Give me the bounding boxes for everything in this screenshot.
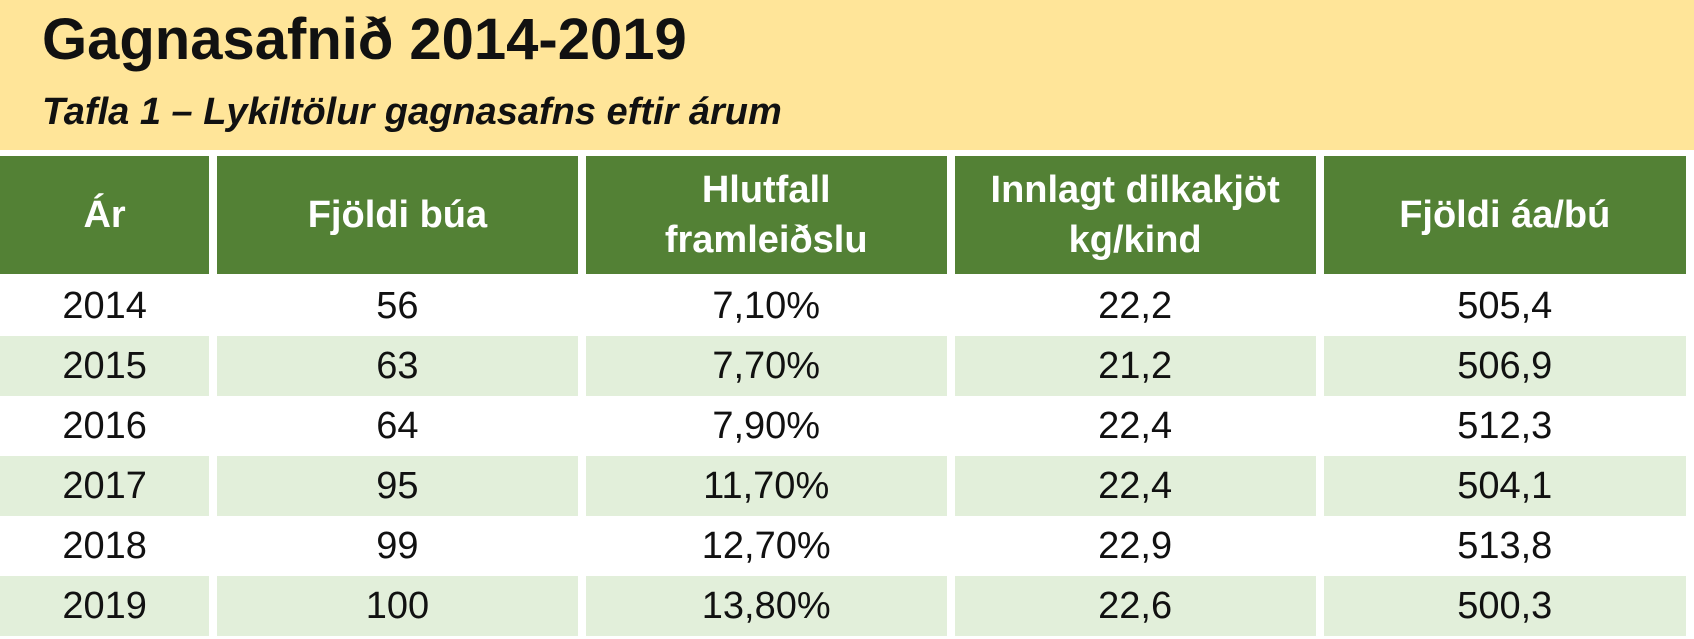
table-header-row: Ár Fjöldi búa Hlutfall framleiðslu Innla… bbox=[0, 156, 1686, 276]
table-row: 2019 100 13,80% 22,6 500,3 bbox=[0, 576, 1686, 636]
table-row: 2016 64 7,90% 22,4 512,3 bbox=[0, 396, 1686, 456]
cell-ewes-per-farm: 504,1 bbox=[1323, 456, 1686, 516]
cell-production-share: 7,70% bbox=[585, 336, 947, 396]
column-header-farms-label: Fjöldi búa bbox=[307, 194, 488, 236]
cell-year: 2015 bbox=[0, 336, 210, 396]
cell-lamb-meat: 21,2 bbox=[954, 336, 1316, 396]
page-title: Gagnasafnið 2014-2019 bbox=[42, 7, 687, 72]
table-row: 2015 63 7,70% 21,2 506,9 bbox=[0, 336, 1686, 396]
cell-production-share: 13,80% bbox=[585, 576, 947, 636]
cell-ewes-per-farm: 512,3 bbox=[1323, 396, 1686, 456]
column-header-production-share-line2: framleiðslu bbox=[664, 219, 868, 261]
column-header-farms: Fjöldi búa bbox=[217, 156, 578, 276]
cell-farms: 99 bbox=[217, 516, 578, 576]
cell-farms: 100 bbox=[217, 576, 578, 636]
cell-lamb-meat: 22,2 bbox=[954, 276, 1316, 336]
table-caption: Tafla 1 – Lykiltölur gagnasafns eftir ár… bbox=[42, 91, 782, 133]
table-row: 2018 99 12,70% 22,9 513,8 bbox=[0, 516, 1686, 576]
key-figures-table: Ár Fjöldi búa Hlutfall framleiðslu Innla… bbox=[0, 156, 1694, 636]
cell-lamb-meat: 22,6 bbox=[954, 576, 1316, 636]
cell-lamb-meat: 22,9 bbox=[954, 516, 1316, 576]
table-row: 2014 56 7,10% 22,2 505,4 bbox=[0, 276, 1686, 336]
cell-ewes-per-farm: 513,8 bbox=[1323, 516, 1686, 576]
column-header-year-label: Ár bbox=[83, 194, 126, 236]
table-row: 2017 95 11,70% 22,4 504,1 bbox=[0, 456, 1686, 516]
cell-year: 2019 bbox=[0, 576, 210, 636]
cell-year: 2016 bbox=[0, 396, 210, 456]
cell-lamb-meat: 22,4 bbox=[954, 456, 1316, 516]
cell-farms: 63 bbox=[217, 336, 578, 396]
cell-ewes-per-farm: 505,4 bbox=[1323, 276, 1686, 336]
cell-production-share: 7,10% bbox=[585, 276, 947, 336]
column-header-production-share-line1: Hlutfall bbox=[701, 169, 831, 211]
cell-production-share: 12,70% bbox=[585, 516, 947, 576]
cell-farms: 95 bbox=[217, 456, 578, 516]
cell-year: 2017 bbox=[0, 456, 210, 516]
column-header-ewes-per-farm: Fjöldi áa/bú bbox=[1323, 156, 1686, 276]
column-header-ewes-per-farm-label: Fjöldi áa/bú bbox=[1399, 194, 1611, 236]
column-header-lamb-meat: Innlagt dilkakjöt kg/kind bbox=[954, 156, 1316, 276]
cell-production-share: 11,70% bbox=[585, 456, 947, 516]
cell-year: 2014 bbox=[0, 276, 210, 336]
cell-farms: 56 bbox=[217, 276, 578, 336]
column-header-lamb-meat-line1: Innlagt dilkakjöt bbox=[990, 169, 1280, 211]
title-banner: Gagnasafnið 2014-2019 Tafla 1 – Lykiltöl… bbox=[0, 0, 1694, 150]
column-header-lamb-meat-line2: kg/kind bbox=[1068, 219, 1202, 261]
column-header-year: Ár bbox=[0, 156, 210, 276]
cell-lamb-meat: 22,4 bbox=[954, 396, 1316, 456]
column-header-production-share: Hlutfall framleiðslu bbox=[585, 156, 947, 276]
cell-ewes-per-farm: 500,3 bbox=[1323, 576, 1686, 636]
cell-year: 2018 bbox=[0, 516, 210, 576]
cell-farms: 64 bbox=[217, 396, 578, 456]
cell-ewes-per-farm: 506,9 bbox=[1323, 336, 1686, 396]
cell-production-share: 7,90% bbox=[585, 396, 947, 456]
